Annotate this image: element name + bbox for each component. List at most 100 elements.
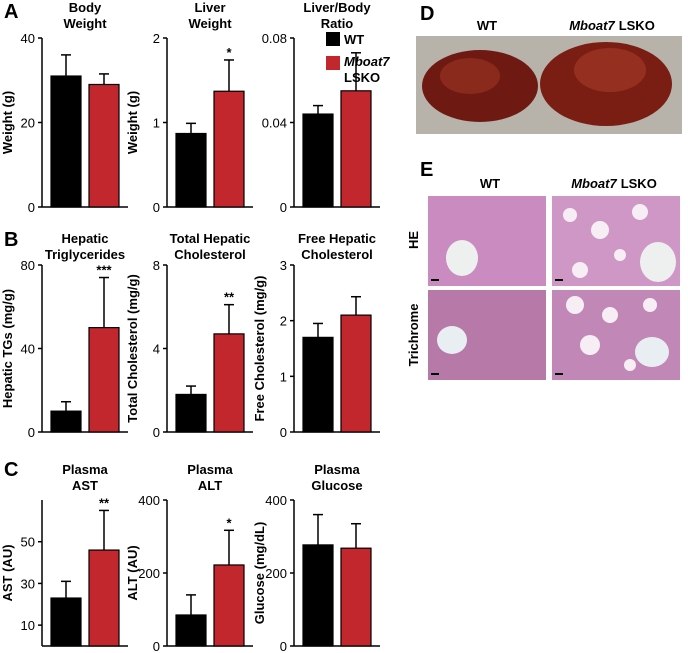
significance-label: ** bbox=[224, 290, 235, 305]
chart-title: Total Hepatic bbox=[170, 231, 251, 246]
chart-title: Glucose bbox=[311, 478, 362, 493]
legend-label: WT bbox=[344, 32, 364, 47]
y-tick-label: 2 bbox=[280, 314, 287, 329]
column-label: Mboat7 LSKO bbox=[571, 176, 657, 191]
histology-trichrome-wt bbox=[428, 290, 546, 380]
y-tick-label: 1 bbox=[280, 369, 287, 384]
bar bbox=[88, 549, 120, 647]
y-tick-label: 20 bbox=[21, 116, 35, 131]
y-axis-label: AST (AU) bbox=[0, 544, 15, 601]
y-tick-label: 0 bbox=[153, 639, 160, 653]
row-label: Trichrome bbox=[406, 304, 421, 367]
y-tick-label: 0 bbox=[28, 425, 35, 440]
bar bbox=[175, 132, 207, 208]
significance-label: ** bbox=[99, 495, 110, 510]
y-axis-label: Weight (g) bbox=[125, 91, 140, 154]
chart-title: Plasma bbox=[62, 462, 108, 477]
y-tick-label: 0 bbox=[28, 200, 35, 215]
chart-title: Plasma bbox=[187, 462, 233, 477]
chart-title: AST bbox=[72, 478, 98, 493]
chart-title: ALT bbox=[198, 478, 222, 493]
y-tick-label: 1 bbox=[153, 116, 160, 131]
y-tick-label: 400 bbox=[138, 493, 160, 508]
chart-title: Hepatic bbox=[62, 231, 109, 246]
y-tick-label: 0 bbox=[280, 639, 287, 653]
y-tick-label: 0 bbox=[280, 425, 287, 440]
y-tick-label: 80 bbox=[21, 258, 35, 273]
column-label: WT bbox=[480, 176, 500, 191]
bar bbox=[213, 564, 245, 647]
y-tick-label: 30 bbox=[21, 576, 35, 591]
y-tick-label: 0 bbox=[280, 200, 287, 215]
bar bbox=[88, 83, 120, 208]
y-tick-label: 3 bbox=[280, 258, 287, 273]
y-tick-label: 8 bbox=[153, 258, 160, 273]
significance-label: * bbox=[226, 45, 232, 60]
column-label-text: LSKO bbox=[619, 18, 655, 33]
significance-label: * bbox=[226, 515, 232, 530]
y-tick-label: 200 bbox=[138, 566, 160, 581]
y-tick-label: 40 bbox=[21, 342, 35, 357]
chart-title: Weight bbox=[63, 16, 107, 31]
panel-label: B bbox=[4, 229, 18, 251]
bar bbox=[302, 113, 334, 208]
chart-title: Ratio bbox=[321, 16, 354, 31]
y-tick-label: 0 bbox=[153, 200, 160, 215]
column-label: Mboat7 LSKO bbox=[569, 18, 655, 33]
bar bbox=[175, 614, 207, 647]
histology-he-wt bbox=[428, 196, 546, 286]
legend-swatch bbox=[326, 56, 340, 70]
y-tick-label: 4 bbox=[153, 342, 160, 357]
chart-title: Triglycerides bbox=[45, 247, 125, 262]
y-tick-label: 10 bbox=[21, 618, 35, 633]
y-tick-label: 400 bbox=[265, 493, 287, 508]
chart-title: Liver/Body bbox=[303, 0, 371, 15]
y-tick-label: 40 bbox=[21, 31, 35, 46]
y-tick-label: 2 bbox=[153, 31, 160, 46]
column-label-text: LSKO bbox=[621, 176, 657, 191]
bar bbox=[340, 547, 372, 647]
bar bbox=[50, 597, 82, 647]
histology-he-ko bbox=[552, 196, 680, 286]
panel-label: A bbox=[4, 1, 18, 23]
significance-label: *** bbox=[96, 263, 112, 278]
legend-swatch bbox=[326, 32, 340, 46]
liver-photo bbox=[416, 36, 682, 134]
chart-title: Liver bbox=[194, 0, 225, 15]
bar bbox=[213, 90, 245, 208]
y-tick-label: 0 bbox=[153, 425, 160, 440]
bar bbox=[213, 333, 245, 433]
chart-title: Weight bbox=[188, 16, 232, 31]
chart-title: Cholesterol bbox=[301, 247, 373, 262]
y-axis-label: Free Cholesterol (mg/g) bbox=[252, 276, 267, 422]
row-label: HE bbox=[406, 231, 421, 249]
bar bbox=[340, 314, 372, 433]
bar bbox=[175, 393, 207, 433]
legend-label: LSKO bbox=[344, 70, 380, 85]
legend-label: Mboat7 bbox=[344, 54, 390, 69]
bar bbox=[302, 336, 334, 433]
y-axis-label: Glucose (mg/dL) bbox=[252, 522, 267, 625]
scale-bars bbox=[431, 279, 563, 375]
column-label: WT bbox=[477, 18, 497, 33]
bar bbox=[50, 410, 82, 433]
panel-label: D bbox=[420, 3, 434, 25]
chart-title: Free Hepatic bbox=[298, 231, 376, 246]
y-tick-label: 50 bbox=[21, 535, 35, 550]
panel-label: C bbox=[4, 459, 18, 481]
y-tick-label: 200 bbox=[265, 566, 287, 581]
column-label-italic: Mboat7 bbox=[571, 176, 617, 191]
bar bbox=[340, 90, 372, 208]
chart-title: Plasma bbox=[314, 462, 360, 477]
y-tick-label: 0.08 bbox=[262, 31, 287, 46]
bar bbox=[302, 544, 334, 647]
y-axis-label: Hepatic TGs (mg/g) bbox=[0, 289, 15, 408]
y-axis-label: Total Cholesterol (mg/g) bbox=[125, 274, 140, 423]
y-tick-label: 0.04 bbox=[262, 116, 287, 131]
panel-label: E bbox=[420, 159, 433, 181]
histology-trichrome-ko bbox=[552, 290, 680, 380]
y-axis-label: Weight (g) bbox=[0, 91, 15, 154]
y-axis-label: ALT (AU) bbox=[125, 545, 140, 600]
bar bbox=[50, 75, 82, 208]
